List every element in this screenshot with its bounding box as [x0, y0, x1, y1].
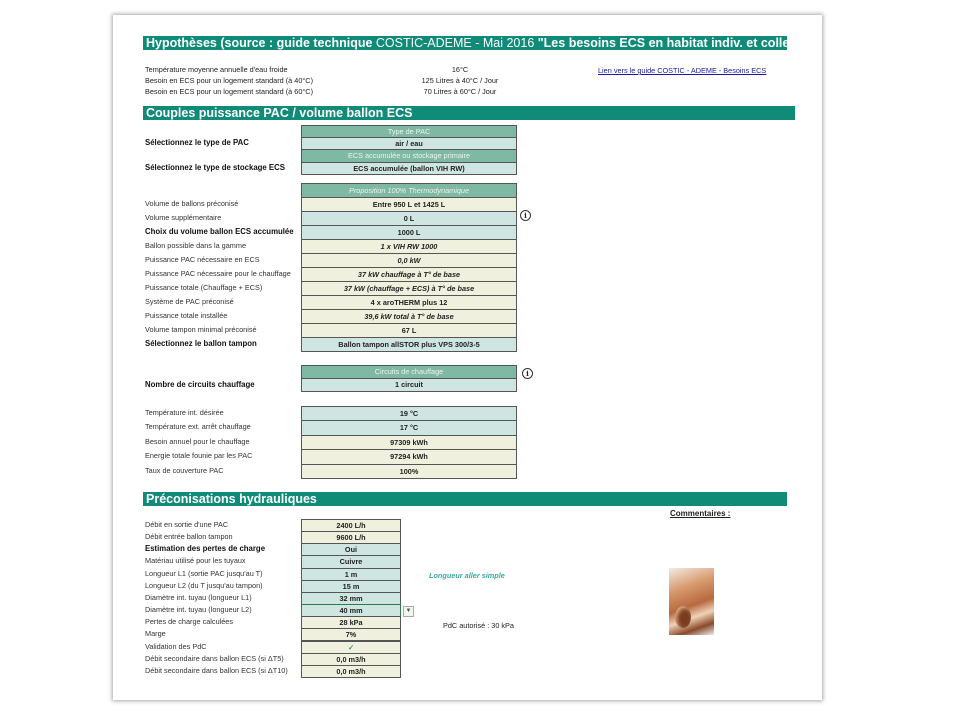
row-label: Estimation des pertes de charge	[145, 544, 266, 554]
row-label: Volume supplémentaire	[145, 213, 222, 222]
section-couples-header: Couples puissance PAC / volume ballon EC…	[143, 106, 795, 120]
row-label: Energie totale founie par les PAC	[145, 451, 253, 461]
input-cell[interactable]: air / eau	[301, 137, 517, 151]
value-cell: 100%	[301, 463, 517, 479]
input-cell[interactable]: 0 L	[301, 211, 517, 226]
hypothesis-label: Besoin en ECS pour un logement standard …	[145, 87, 314, 96]
input-cell[interactable]: 17 °C	[301, 420, 517, 436]
value-cell: Entre 950 L et 1425 L	[301, 197, 517, 212]
value-cell: 0,0 m3/h	[301, 652, 401, 666]
dropdown-arrow-button[interactable]: ▼	[403, 606, 414, 617]
note-pdc-autorise: PdC autorisé : 30 kPa	[443, 621, 514, 630]
row-label: Validation des PdC	[145, 641, 207, 651]
row-label: Puissance totale installée	[145, 311, 228, 320]
section-hypotheses-header: Hypothèses (source : guide technique COS…	[143, 36, 818, 50]
value-cell: 0,0 m3/h	[301, 664, 401, 678]
hypothesis-value: 70 Litres à 60°C / Jour	[423, 87, 497, 96]
copper-pipes-image	[669, 568, 714, 635]
hypothesis-value: 16°C	[451, 65, 469, 74]
value-cell: 39,6 kW total à T° de base	[301, 309, 517, 324]
row-label: Sélectionnez le ballon tampon	[145, 339, 257, 348]
input-cell[interactable]: 32 mm	[301, 591, 401, 606]
row-label: Puissance PAC nécessaire en ECS	[145, 255, 260, 264]
row-label: Taux de couverture PAC	[145, 465, 224, 475]
value-cell: 1 x VIH RW 1000	[301, 239, 517, 254]
row-label: Longueur L1 (sortie PAC jusqu'au T)	[145, 568, 263, 578]
row-label: Débit secondaire dans ballon ECS (si ΔT5…	[145, 653, 284, 663]
row-label: Diamètre int. tuyau (longueur L1)	[145, 592, 252, 602]
value-cell: 4 x aroTHERM plus 12	[301, 295, 517, 310]
row-label: Puissance totale (Chauffage + ECS)	[145, 283, 263, 292]
input-cell[interactable]: 19 °C	[301, 406, 517, 422]
row-label: Système de PAC préconisé	[145, 297, 234, 306]
row-label: Température ext. arrêt chauffage	[145, 422, 251, 432]
table-header-cell: Circuits de chauffage	[301, 365, 517, 379]
value-cell: 37 kW chauffage à T° de base	[301, 267, 517, 282]
row-label: Marge	[145, 629, 166, 639]
value-cell: 28 kPa	[301, 616, 401, 630]
row-label: Température int. désirée	[145, 408, 224, 417]
section-title-guide: "Les besoins ECS en habitat indiv. et co…	[537, 36, 819, 50]
row-label: Débit en sortie d'une PAC	[145, 520, 229, 529]
value-cell: 97294 kWh	[301, 449, 517, 465]
row-label: Volume de ballons préconisé	[145, 199, 239, 208]
input-cell[interactable]: 1000 L	[301, 225, 517, 240]
row-label: Besoin annuel pour le chauffage	[145, 436, 250, 446]
hypothesis-label: Température moyenne annuelle d'eau froid…	[145, 65, 288, 74]
table-header-cell: Proposition 100% Thermodynamique	[301, 183, 517, 198]
input-cell[interactable]: ECS accumulée (ballon VIH RW)	[301, 161, 517, 175]
value-cell: 67 L	[301, 323, 517, 338]
row-label: Nombre de circuits chauffage	[145, 380, 255, 389]
row-label: Puissance PAC nécessaire pour le chauffa…	[145, 269, 291, 278]
hypothesis-value: 125 Litres à 40°C / Jour	[421, 76, 499, 85]
input-cell[interactable]: 1 circuit	[301, 378, 517, 392]
input-cell[interactable]: 1 m	[301, 567, 401, 581]
row-label: Pertes de charge calculées	[145, 617, 234, 627]
info-icon[interactable]: i	[522, 368, 533, 379]
row-label: Débit entrée ballon tampon	[145, 532, 233, 542]
section-title-source: COSTIC-ADEME - Mai 2016	[375, 36, 538, 50]
section-title: Hypothèses (source : guide technique	[146, 36, 376, 50]
value-cell: 9600 L/h	[301, 531, 401, 545]
info-icon[interactable]: i	[520, 210, 531, 221]
row-label: Longueur L2 (du T jusqu'au tampon)	[145, 580, 263, 590]
row-label: Diamètre int. tuyau (longueur L2)	[145, 605, 252, 615]
row-label: Matériau utilisé pour les tuyaux	[145, 556, 246, 566]
row-label: Débit secondaire dans ballon ECS (si ΔT1…	[145, 665, 288, 675]
input-cell[interactable]: Cuivre	[301, 555, 401, 569]
table-header-cell: ECS accumulée ou stockage primaire	[301, 149, 517, 163]
row-label: Choix du volume ballon ECS accumulée	[145, 227, 294, 236]
comments-label: Commentaires :	[670, 509, 731, 518]
hypothesis-label: Besoin en ECS pour un logement standard …	[145, 76, 314, 85]
value-cell: 37 kW (chauffage + ECS) à T° de base	[301, 281, 517, 296]
costic-guide-link[interactable]: Lien vers le guide COSTIC - ADEME - Beso…	[598, 66, 767, 75]
section-hydraulics-header: Préconisations hydrauliques	[143, 492, 787, 506]
value-cell: 0,0 kW	[301, 253, 517, 268]
row-label: Volume tampon minimal préconisé	[145, 325, 257, 334]
input-cell[interactable]: Ballon tampon allSTOR plus VPS 300/3-5	[301, 337, 517, 352]
note-longueur: Longueur aller simple	[429, 571, 505, 580]
row-label: Ballon possible dans la gamme	[145, 241, 246, 250]
row-label: Sélectionnez le type de stockage ECS	[145, 162, 285, 172]
value-cell: 7%	[301, 628, 401, 642]
row-label: Sélectionnez le type de PAC	[145, 138, 249, 148]
value-cell: 97309 kWh	[301, 434, 517, 451]
